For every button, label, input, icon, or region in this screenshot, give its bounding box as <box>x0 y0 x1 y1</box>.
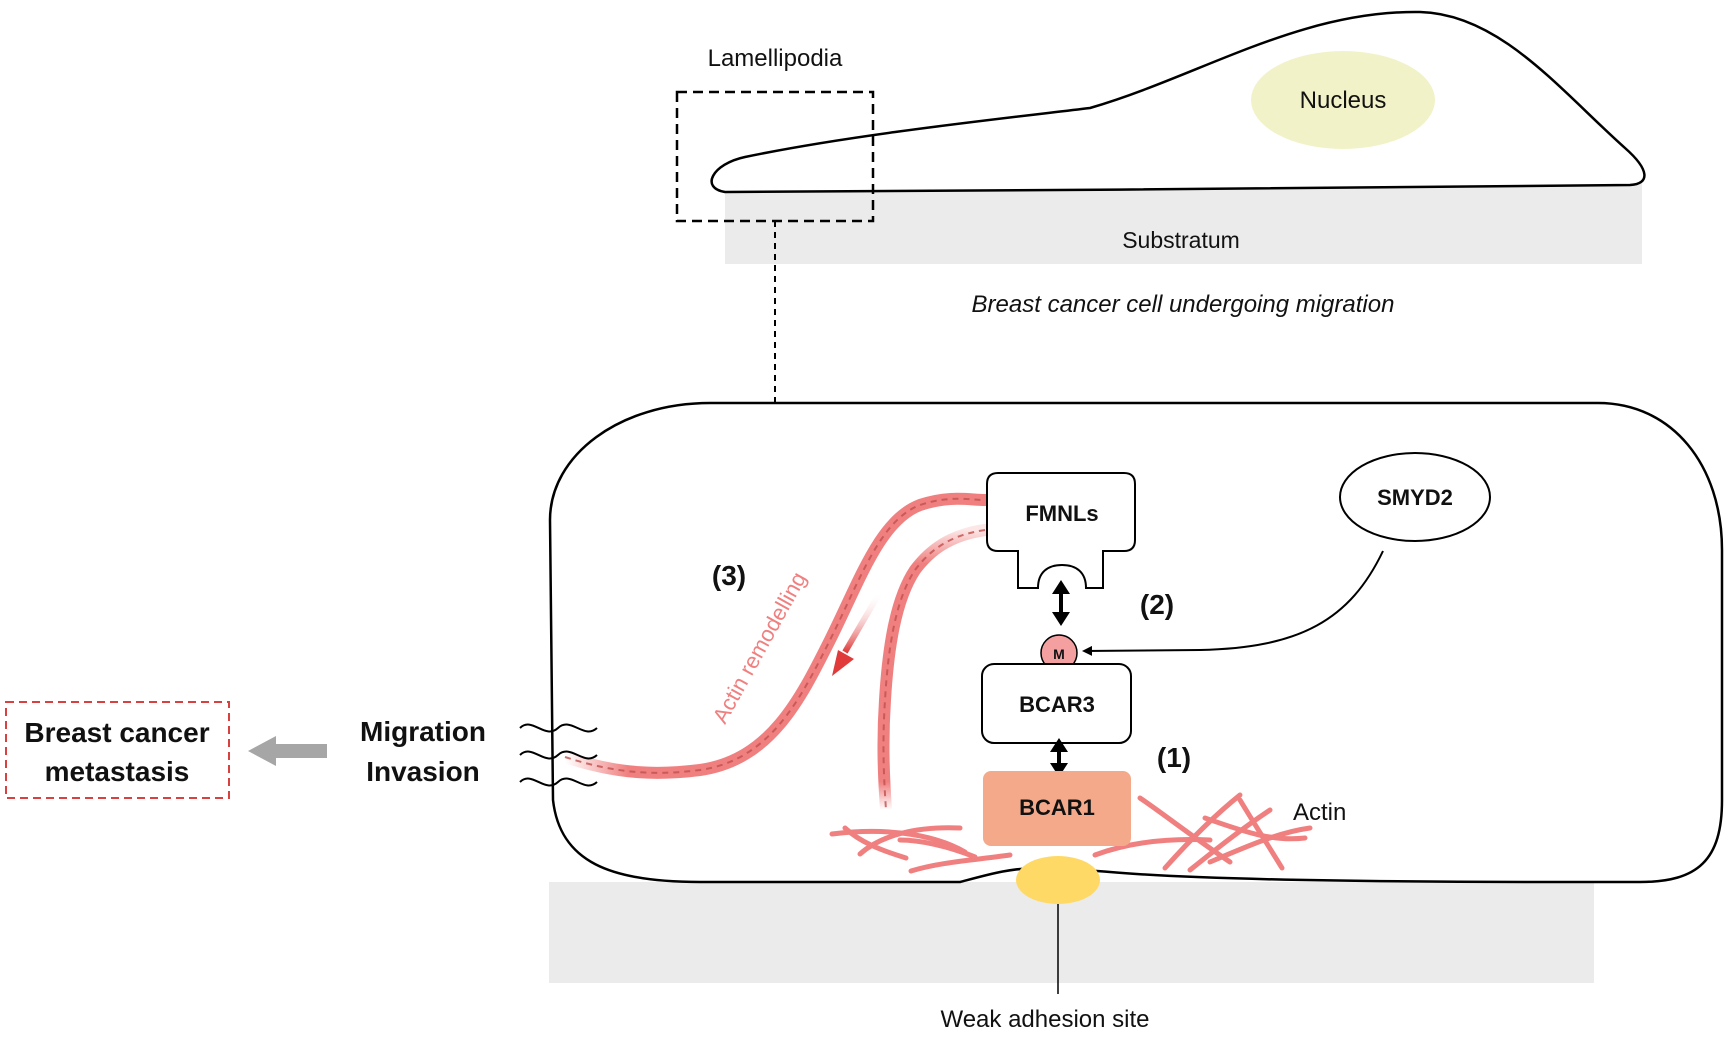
metastasis-line-1: Breast cancer <box>24 717 209 748</box>
smyd2-label: SMYD2 <box>1377 485 1453 510</box>
metastasis-box <box>5 701 230 799</box>
invasion-label: Invasion <box>366 756 480 787</box>
actin-network <box>829 792 1313 874</box>
methylation-label: M <box>1053 646 1065 662</box>
step-1-label: (1) <box>1157 742 1191 773</box>
top-substratum <box>725 183 1642 264</box>
actin-filament-secondary <box>877 524 991 816</box>
fmnls-methyl-arrow <box>1052 580 1070 626</box>
zoomed-cell-membrane <box>548 401 1724 884</box>
step-2-label: (2) <box>1140 589 1174 620</box>
smyd2-ellipse <box>1339 452 1491 542</box>
nucleus <box>1251 51 1435 149</box>
bcar3-bcar1-arrow <box>1050 738 1068 777</box>
migration-label: Migration <box>360 716 486 747</box>
fmnls-label: FMNLs <box>1025 501 1098 526</box>
migration-caption: Breast cancer cell undergoing migration <box>972 291 1395 318</box>
nucleus-label: Nucleus <box>1300 87 1387 114</box>
weak-adhesion-label: Weak adhesion site <box>940 1006 1149 1033</box>
substratum-label: Substratum <box>1122 227 1240 253</box>
actin-direction-arrow <box>832 590 883 676</box>
bcar1-box <box>983 771 1131 846</box>
fmnls-box <box>986 472 1136 589</box>
motion-waves <box>519 723 598 787</box>
metastasis-line-2: metastasis <box>45 756 190 787</box>
actin-filament-main <box>559 492 991 779</box>
smyd2-to-methyl-arrow <box>1082 550 1384 656</box>
actin-label: Actin <box>1293 799 1346 826</box>
lamellipodia-label: Lamellipodia <box>708 45 843 72</box>
weak-adhesion-site <box>1016 856 1100 904</box>
bcar3-label: BCAR3 <box>1019 692 1095 717</box>
top-cell-body <box>710 10 1646 194</box>
step-3-label: (3) <box>712 560 746 591</box>
bcar1-label: BCAR1 <box>1019 795 1095 820</box>
outcome-arrow <box>248 736 327 766</box>
